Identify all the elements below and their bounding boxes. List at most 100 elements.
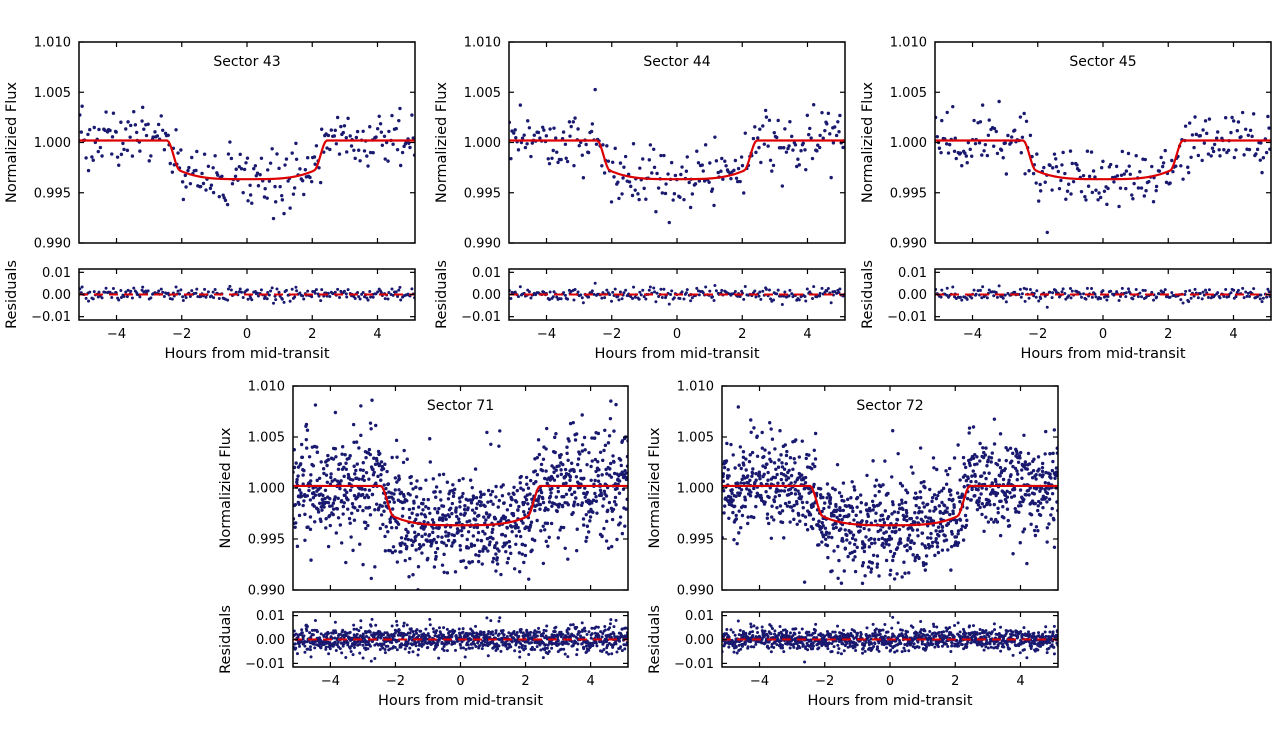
main-y-tick-label: 0.995	[677, 533, 714, 548]
x-tick-label: 2	[521, 674, 529, 689]
main-y-tick-label: 1.010	[677, 380, 714, 395]
panel-labels: 0.990 0.995 1.000 1.005 1.010 −0.01 0.00 0.01 −4…	[647, 380, 1025, 709]
flux-scatter-points	[293, 398, 628, 590]
x-tick-label: −2	[386, 674, 405, 689]
resid-y-axis-label: Residuals	[647, 605, 663, 674]
x-tick-label: 4	[373, 327, 381, 342]
panel-labels: 0.990 0.995 1.000 1.005 1.010 −0.01 0.00 0.01 −4…	[4, 36, 382, 362]
panel-title: Sector 43	[213, 54, 280, 70]
main-y-tick-label: 0.995	[890, 186, 927, 201]
main-y-tick-label: 0.995	[248, 533, 285, 548]
x-tick-label: −2	[815, 674, 834, 689]
main-y-tick-label: 1.005	[248, 431, 285, 446]
x-tick-label: 4	[1016, 674, 1024, 689]
flux-scatter-points	[722, 405, 1058, 586]
main-y-tick-label: 0.995	[464, 186, 501, 201]
resid-y-tick-label: −0.01	[887, 310, 927, 325]
resid-y-tick-label: 0.00	[898, 288, 927, 303]
main-y-axis-label: Normalizied Flux	[860, 82, 876, 203]
x-axis-label: Hours from mid-transit	[1020, 346, 1185, 362]
main-y-tick-label: 1.010	[248, 380, 285, 395]
resid-y-tick-label: 0.00	[256, 633, 285, 648]
transit-model-curve	[509, 139, 845, 181]
main-y-tick-label: 1.005	[34, 86, 71, 101]
resid-y-axis-label: Residuals	[218, 605, 234, 674]
panel-sector-45: 0.990 0.995 1.000 1.005 1.010 −0.01 0.00 0.01 −4…	[860, 36, 1272, 362]
x-tick-label: −2	[172, 327, 191, 342]
panel-title: Sector 72	[856, 398, 923, 414]
residual-axes-frame	[78, 268, 416, 321]
resid-y-tick-label: 0.00	[472, 288, 501, 303]
main-y-axis-label: Normalizied Flux	[218, 427, 234, 548]
x-tick-label: 2	[738, 327, 746, 342]
x-axis-label: Hours from mid-transit	[807, 693, 972, 709]
main-axes-frame	[721, 385, 1059, 591]
x-tick-label: −2	[1028, 327, 1047, 342]
main-y-axis-label: Normalizied Flux	[647, 427, 663, 548]
resid-y-tick-label: 0.01	[256, 609, 285, 624]
panel-sector-44: 0.990 0.995 1.000 1.005 1.010 −0.01 0.00 0.01 −4…	[434, 36, 846, 362]
x-tick-label: 4	[803, 327, 811, 342]
residual-axes-frame	[934, 268, 1272, 321]
transit-model-curve	[293, 484, 628, 527]
main-y-tick-label: 0.990	[464, 237, 501, 252]
resid-y-tick-label: −0.01	[31, 310, 71, 325]
x-tick-label: 4	[586, 674, 594, 689]
axis-ticks	[935, 41, 1271, 320]
x-tick-label: 2	[308, 327, 316, 342]
axis-ticks	[722, 385, 1058, 667]
resid-y-tick-label: 0.00	[685, 633, 714, 648]
main-y-tick-label: 0.990	[248, 584, 285, 599]
transit-model-curve	[722, 484, 1058, 527]
panel-title: Sector 71	[427, 398, 494, 414]
main-y-tick-label: 0.990	[34, 237, 71, 252]
resid-y-tick-label: 0.01	[898, 266, 927, 281]
main-axes-frame	[934, 41, 1272, 244]
x-tick-label: −4	[963, 327, 982, 342]
main-y-tick-label: 0.990	[890, 237, 927, 252]
x-tick-label: 0	[886, 674, 894, 689]
panel-title: Sector 45	[1069, 54, 1136, 70]
panel-labels: 0.990 0.995 1.000 1.005 1.010 −0.01 0.00 0.01 −4…	[218, 380, 595, 709]
panel-sector-71: 0.990 0.995 1.000 1.005 1.010 −0.01 0.00 0.01 −4…	[218, 380, 629, 709]
panel-labels: 0.990 0.995 1.000 1.005 1.010 −0.01 0.00 0.01 −4…	[860, 36, 1238, 362]
resid-y-tick-label: 0.01	[42, 266, 71, 281]
main-y-tick-label: 1.005	[890, 86, 927, 101]
main-y-tick-label: 1.000	[34, 136, 71, 151]
main-y-tick-label: 1.005	[464, 86, 501, 101]
main-y-tick-label: 0.990	[677, 584, 714, 599]
transit-model-curve	[79, 139, 415, 181]
x-tick-label: 2	[951, 674, 959, 689]
panel-title: Sector 44	[643, 54, 710, 70]
resid-y-tick-label: −0.01	[461, 310, 501, 325]
main-y-tick-label: 1.000	[677, 482, 714, 497]
main-axes-frame	[508, 41, 846, 244]
residual-axes-frame	[721, 611, 1059, 668]
main-y-tick-label: 1.010	[34, 36, 71, 51]
resid-y-tick-label: 0.00	[42, 288, 71, 303]
main-y-axis-label: Normalizied Flux	[434, 82, 450, 203]
resid-y-tick-label: −0.01	[674, 657, 714, 672]
panel-labels: 0.990 0.995 1.000 1.005 1.010 −0.01 0.00 0.01 −4…	[434, 36, 812, 362]
resid-y-tick-label: −0.01	[245, 657, 285, 672]
panel-sector-43: 0.990 0.995 1.000 1.005 1.010 −0.01 0.00 0.01 −4…	[4, 36, 416, 362]
main-y-tick-label: 1.000	[464, 136, 501, 151]
resid-y-axis-label: Residuals	[4, 260, 20, 329]
main-axes-frame	[78, 41, 416, 244]
x-axis-label: Hours from mid-transit	[378, 693, 543, 709]
main-axes-frame	[292, 385, 629, 591]
x-tick-label: 2	[1164, 327, 1172, 342]
resid-y-tick-label: 0.01	[685, 609, 714, 624]
main-y-tick-label: 1.000	[248, 482, 285, 497]
x-tick-label: −4	[321, 674, 340, 689]
x-axis-label: Hours from mid-transit	[164, 346, 329, 362]
x-tick-label: −4	[107, 327, 126, 342]
x-tick-label: 0	[1099, 327, 1107, 342]
main-y-tick-label: 1.005	[677, 431, 714, 446]
x-axis-label: Hours from mid-transit	[594, 346, 759, 362]
resid-y-axis-label: Residuals	[860, 260, 876, 329]
x-tick-label: 0	[456, 674, 464, 689]
main-y-tick-label: 0.995	[34, 186, 71, 201]
